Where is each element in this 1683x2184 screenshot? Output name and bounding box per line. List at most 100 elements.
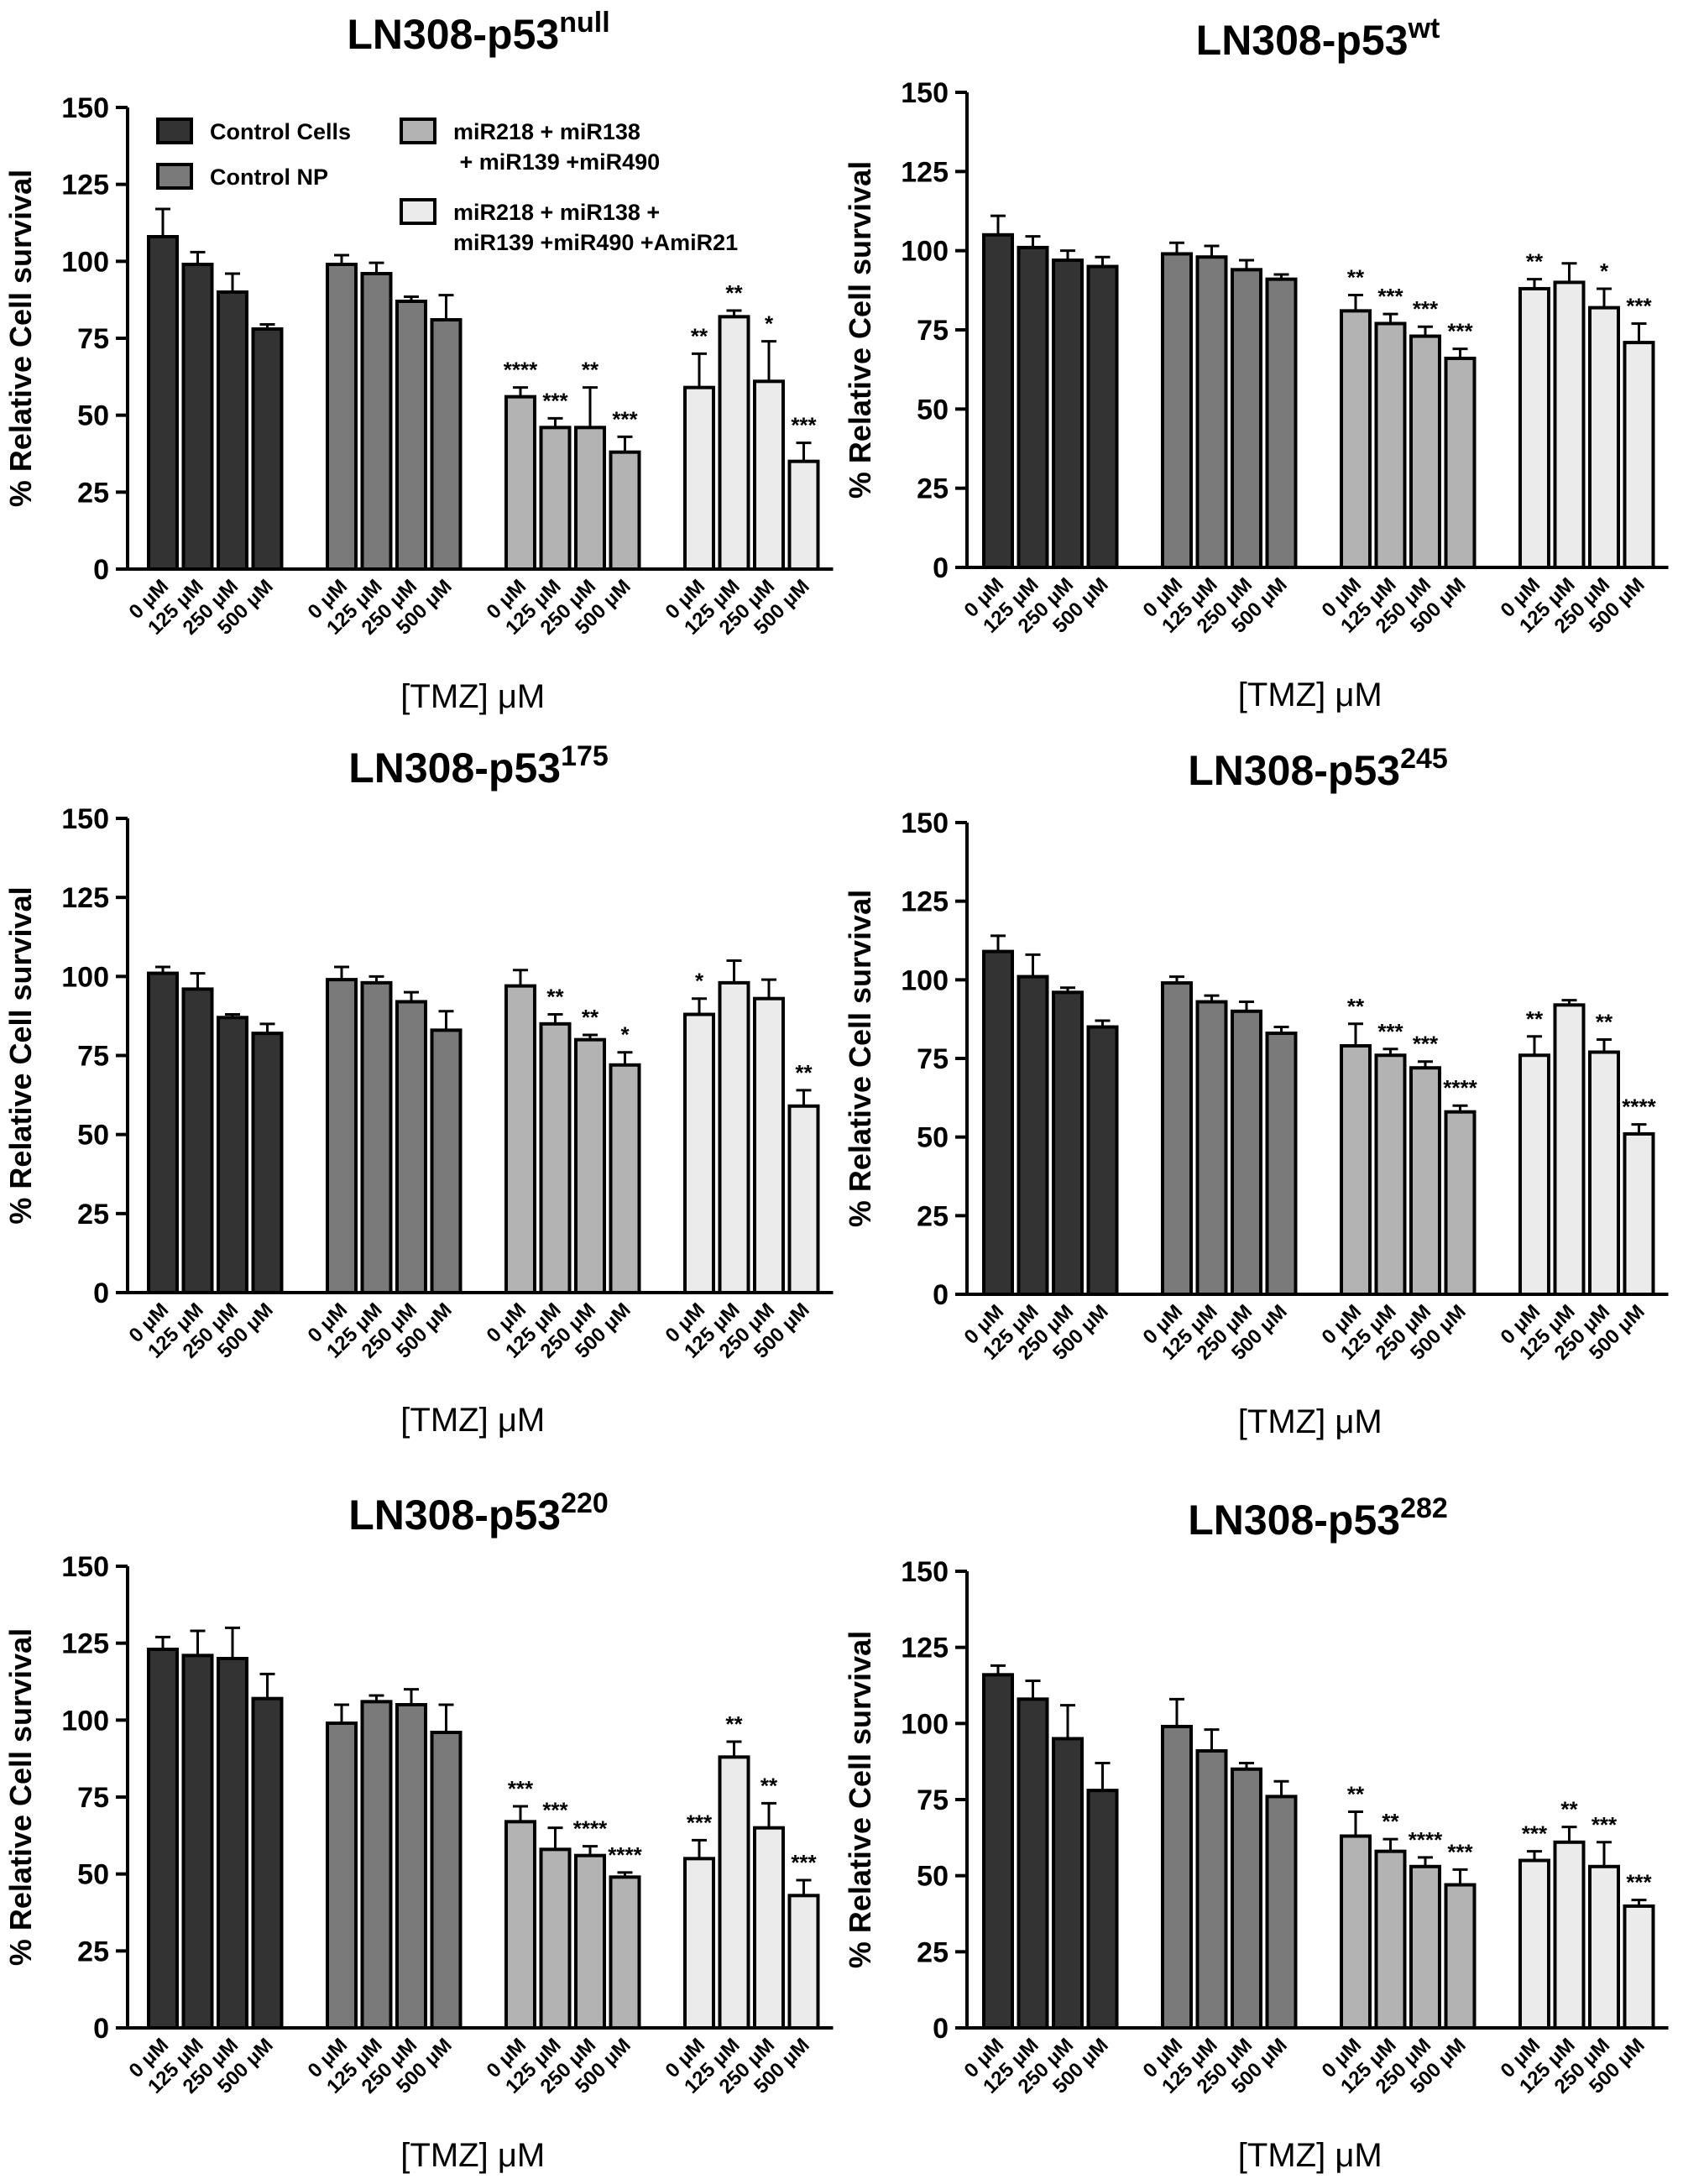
significance-label: **	[795, 1060, 813, 1085]
significance-label: ***	[791, 413, 817, 438]
x-axis-label: [TMZ] μM	[1238, 677, 1382, 713]
bar	[181, 1654, 214, 2030]
significance-label: ****	[608, 1842, 642, 1868]
legend-label: miR218 + miR138	[453, 119, 640, 144]
bar	[539, 426, 572, 572]
chart-title-superscript: wt	[1408, 13, 1440, 44]
y-tick-label: 0	[933, 2013, 949, 2045]
significance-label: ***	[1377, 1019, 1403, 1044]
y-tick-label: 25	[917, 1200, 949, 1232]
bar	[1340, 1834, 1372, 2030]
bar	[982, 949, 1014, 1296]
significance-label: **	[1526, 1006, 1544, 1032]
y-tick-label: 100	[901, 1708, 949, 1740]
bar	[1052, 1737, 1084, 2030]
bar	[574, 1037, 606, 1294]
chart-title-superscript: 245	[1400, 743, 1448, 775]
significance-label: *	[620, 1022, 630, 1048]
bar	[683, 385, 715, 571]
bar	[217, 290, 248, 571]
bar	[360, 272, 393, 571]
significance-label: *	[1600, 259, 1609, 284]
y-tick-label: 75	[77, 323, 109, 355]
significance-label: **	[546, 985, 564, 1010]
bar	[1052, 990, 1084, 1296]
chart-title: LN308-p53282	[1188, 1492, 1448, 1544]
bar	[1409, 334, 1441, 569]
bar	[430, 318, 463, 571]
significance-label: **	[725, 280, 743, 306]
bar	[1623, 1131, 1655, 1297]
y-tick-label: 25	[77, 1936, 109, 1967]
legend: Control Cells Control NP miR218 + miR138 +…	[156, 118, 738, 255]
x-axis-label: [TMZ] μM	[400, 678, 545, 715]
chart-title: LN308-p53245	[1188, 743, 1448, 794]
y-tick-label: 0	[93, 2013, 109, 2045]
y-tick-label: 125	[901, 1633, 949, 1664]
bar	[1195, 255, 1228, 569]
bar	[1553, 1003, 1586, 1296]
bar	[1052, 258, 1084, 569]
legend-swatch	[400, 198, 436, 225]
chart-title-main: LN308-p53	[348, 745, 561, 792]
bar	[1623, 1904, 1655, 2030]
chart-title-superscript: 175	[561, 740, 609, 772]
y-tick-label: 75	[77, 1782, 109, 1814]
legend-swatch	[156, 118, 193, 144]
y-axis-label: % Relative Cell survival	[3, 1628, 38, 1966]
bar	[1623, 341, 1655, 569]
chart-title: LN308-p53175	[348, 740, 609, 792]
chart-panel-6: LN308-p53282 0 25 50 75 100 125 150 % Relative C…	[843, 1492, 1669, 2174]
bar	[1265, 277, 1298, 569]
bar	[147, 1648, 179, 2030]
y-tick-label: 100	[901, 236, 949, 268]
bar	[787, 1104, 820, 1295]
y-tick-label: 75	[917, 315, 949, 347]
significance-label: ***	[1592, 1812, 1618, 1837]
bar	[1409, 1066, 1441, 1296]
significance-label: **	[582, 358, 599, 383]
significance-label: **	[1382, 1809, 1399, 1834]
y-tick-label: 25	[77, 477, 109, 509]
bar	[609, 1063, 641, 1295]
significance-label: **	[1347, 264, 1365, 290]
y-tick-label: 150	[61, 803, 109, 835]
legend-label: + miR139 +miR490	[453, 149, 660, 175]
bar	[326, 263, 358, 571]
bar	[1265, 1032, 1298, 1296]
y-axis-label: % Relative Cell survival	[3, 886, 38, 1224]
bar	[1518, 1053, 1550, 1296]
bar	[1086, 1025, 1119, 1296]
legend-label: Control Cells	[210, 119, 351, 144]
chart-panel-5: LN308-p53220 0 25 50 75 100 125 150 % Relative C…	[3, 1487, 834, 2174]
bar	[1017, 974, 1049, 1296]
significance-label: ***	[687, 1810, 713, 1835]
bar	[1588, 306, 1620, 569]
significance-label: ***	[1522, 1821, 1548, 1847]
x-axis-label: [TMZ] μM	[1238, 2137, 1382, 2174]
y-tick-label: 75	[77, 1041, 109, 1073]
legend-swatch	[156, 163, 193, 190]
bar	[147, 971, 179, 1294]
y-tick-label: 100	[901, 964, 949, 996]
bar	[982, 1673, 1014, 2030]
bar	[609, 450, 641, 572]
bar	[360, 980, 393, 1295]
significance-label: **	[1560, 1797, 1578, 1822]
chart-title: LN308-p53null	[347, 7, 609, 58]
legend-label: Control NP	[210, 165, 328, 190]
y-tick-label: 75	[917, 1784, 949, 1816]
significance-label: **	[1596, 1010, 1613, 1035]
y-tick-label: 150	[901, 1556, 949, 1588]
bar	[787, 459, 820, 572]
significance-label: ***	[542, 1798, 568, 1823]
bar	[1265, 1795, 1298, 2030]
significance-label: **	[725, 1711, 743, 1737]
y-tick-label: 0	[933, 1279, 949, 1311]
y-tick-label: 50	[917, 1122, 949, 1154]
significance-label: ***	[1626, 1870, 1652, 1895]
y-tick-label: 150	[61, 92, 109, 124]
bar	[1518, 286, 1550, 569]
significance-label: **	[1526, 249, 1544, 274]
significance-label: **	[1347, 1782, 1365, 1807]
